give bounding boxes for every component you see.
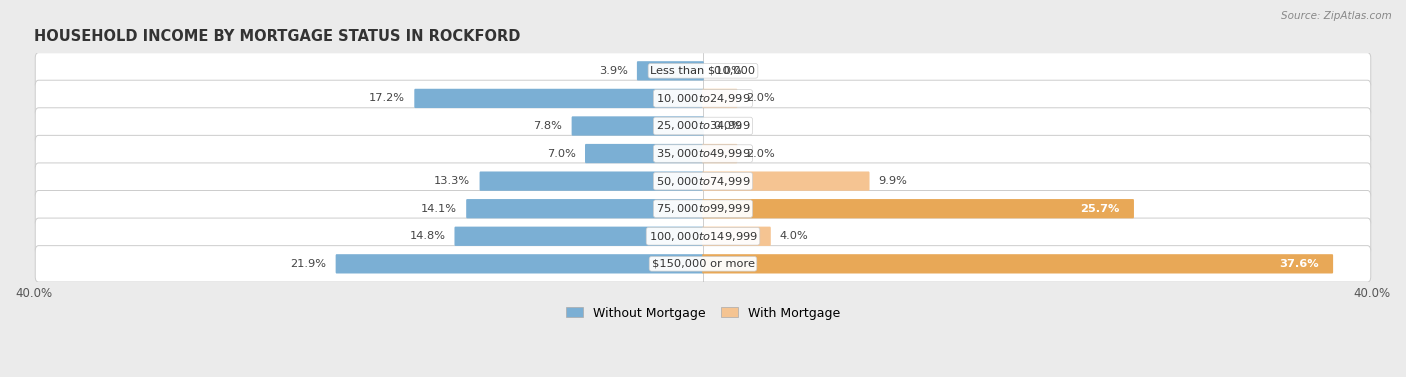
FancyBboxPatch shape: [479, 172, 704, 191]
FancyBboxPatch shape: [637, 61, 704, 81]
FancyBboxPatch shape: [702, 144, 737, 163]
Legend: Without Mortgage, With Mortgage: Without Mortgage, With Mortgage: [560, 300, 846, 326]
Text: Source: ZipAtlas.com: Source: ZipAtlas.com: [1281, 11, 1392, 21]
Text: 2.0%: 2.0%: [747, 149, 775, 159]
FancyBboxPatch shape: [702, 172, 869, 191]
Text: 0.0%: 0.0%: [713, 121, 742, 131]
Text: 14.8%: 14.8%: [409, 231, 446, 241]
Text: Less than $10,000: Less than $10,000: [651, 66, 755, 76]
FancyBboxPatch shape: [572, 116, 704, 136]
FancyBboxPatch shape: [35, 108, 1371, 144]
Text: 21.9%: 21.9%: [291, 259, 326, 269]
Text: 0.0%: 0.0%: [713, 66, 742, 76]
Text: HOUSEHOLD INCOME BY MORTGAGE STATUS IN ROCKFORD: HOUSEHOLD INCOME BY MORTGAGE STATUS IN R…: [34, 29, 520, 44]
Text: 17.2%: 17.2%: [370, 93, 405, 103]
Text: 37.6%: 37.6%: [1279, 259, 1319, 269]
FancyBboxPatch shape: [454, 227, 704, 246]
FancyBboxPatch shape: [35, 135, 1371, 172]
Text: $10,000 to $24,999: $10,000 to $24,999: [655, 92, 751, 105]
Text: 25.7%: 25.7%: [1080, 204, 1119, 214]
Text: $50,000 to $74,999: $50,000 to $74,999: [655, 175, 751, 188]
FancyBboxPatch shape: [35, 246, 1371, 282]
Text: 14.1%: 14.1%: [420, 204, 457, 214]
Text: 7.0%: 7.0%: [547, 149, 576, 159]
Text: 7.8%: 7.8%: [533, 121, 562, 131]
FancyBboxPatch shape: [467, 199, 704, 218]
FancyBboxPatch shape: [702, 199, 1135, 218]
FancyBboxPatch shape: [702, 227, 770, 246]
FancyBboxPatch shape: [702, 254, 1333, 273]
Text: 3.9%: 3.9%: [599, 66, 627, 76]
FancyBboxPatch shape: [415, 89, 704, 108]
FancyBboxPatch shape: [702, 89, 737, 108]
FancyBboxPatch shape: [35, 218, 1371, 254]
FancyBboxPatch shape: [35, 80, 1371, 116]
Text: 13.3%: 13.3%: [434, 176, 471, 186]
Text: $100,000 to $149,999: $100,000 to $149,999: [648, 230, 758, 243]
Text: $150,000 or more: $150,000 or more: [651, 259, 755, 269]
FancyBboxPatch shape: [35, 190, 1371, 227]
FancyBboxPatch shape: [35, 163, 1371, 199]
FancyBboxPatch shape: [35, 53, 1371, 89]
Text: $75,000 to $99,999: $75,000 to $99,999: [655, 202, 751, 215]
Text: 2.0%: 2.0%: [747, 93, 775, 103]
Text: $35,000 to $49,999: $35,000 to $49,999: [655, 147, 751, 160]
FancyBboxPatch shape: [336, 254, 704, 273]
Text: $25,000 to $34,999: $25,000 to $34,999: [655, 120, 751, 132]
FancyBboxPatch shape: [585, 144, 704, 163]
Text: 9.9%: 9.9%: [879, 176, 908, 186]
Text: 4.0%: 4.0%: [780, 231, 808, 241]
